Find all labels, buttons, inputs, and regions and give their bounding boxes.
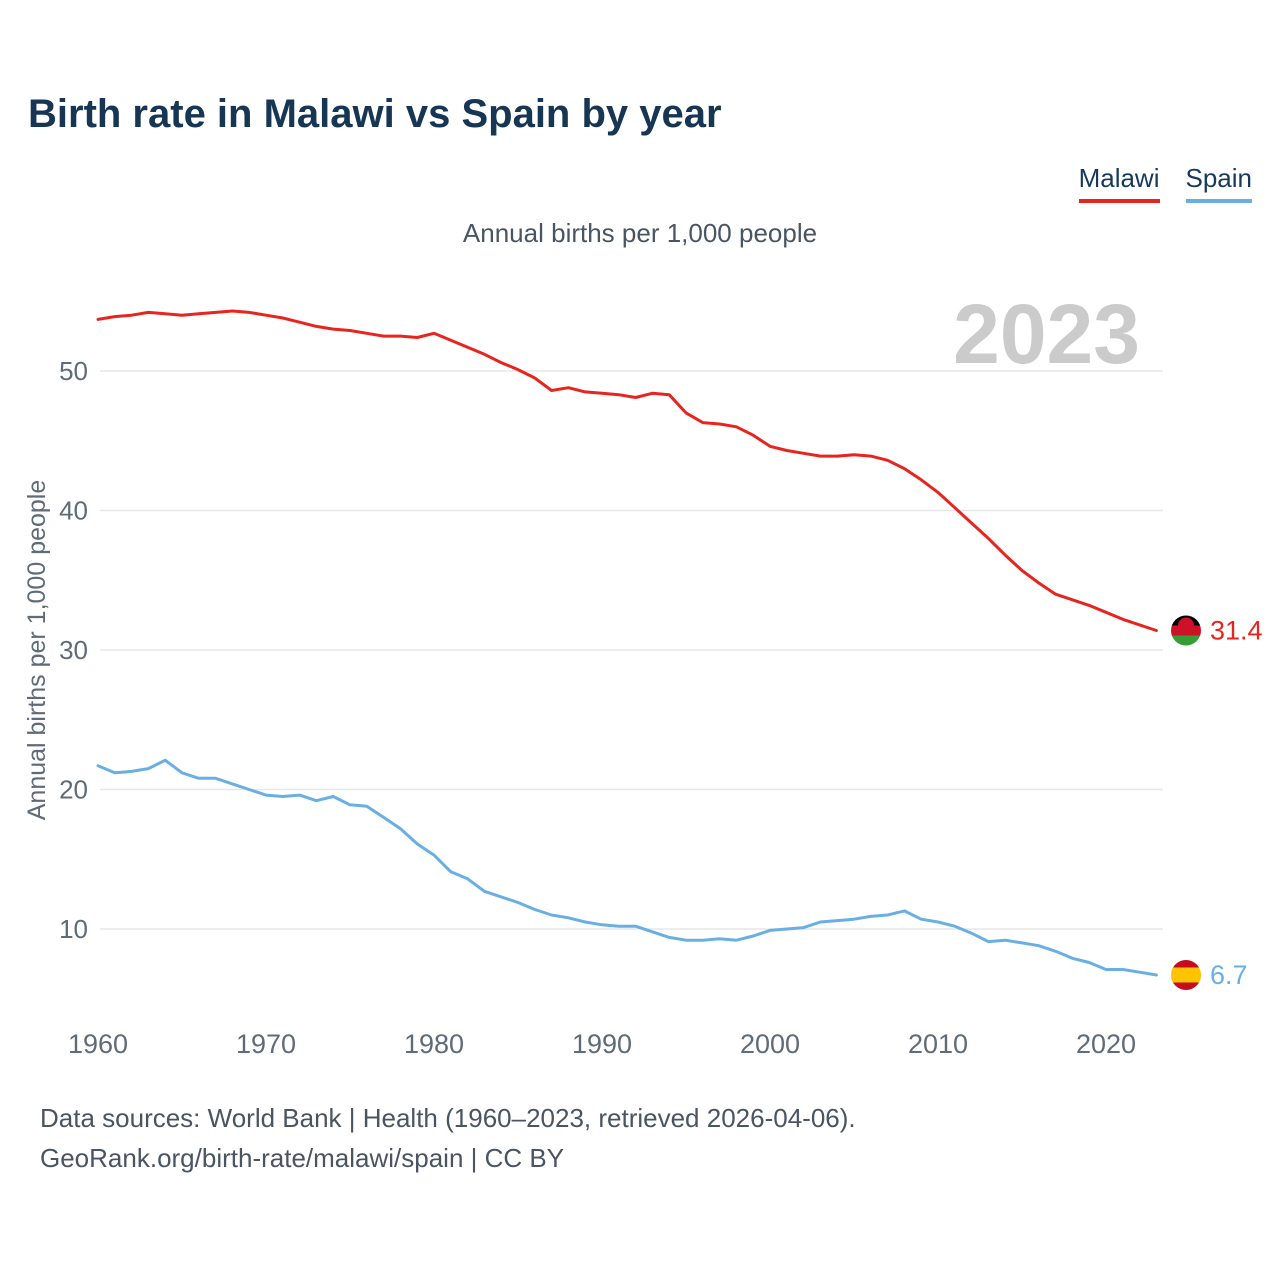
- legend: Malawi Spain: [1078, 163, 1252, 203]
- malawi-end-value-label: 31.4: [1210, 616, 1263, 646]
- legend-item-malawi[interactable]: Malawi: [1078, 163, 1160, 203]
- malawi-flag-marker[interactable]: [1171, 615, 1201, 646]
- legend-item-spain[interactable]: Spain: [1185, 163, 1252, 203]
- year-watermark: 2023: [953, 287, 1140, 381]
- y-tick-label: 40: [59, 496, 88, 526]
- spain-flag-marker[interactable]: [1171, 960, 1201, 990]
- y-tick-label: 10: [59, 914, 88, 944]
- spain-line[interactable]: [96, 758, 1158, 977]
- x-tick-label: 2020: [1076, 1029, 1136, 1059]
- footer: Data sources: World Bank | Health (1960–…: [40, 1098, 856, 1179]
- x-tick-label: 2010: [908, 1029, 968, 1059]
- x-tick-label: 1960: [68, 1029, 128, 1059]
- y-tick-label: 20: [59, 775, 88, 805]
- x-tick-label: 1970: [236, 1029, 296, 1059]
- footer-attribution: GeoRank.org/birth-rate/malawi/spain | CC…: [40, 1143, 565, 1174]
- malawi-flag-sun: [1178, 617, 1194, 626]
- y-tick-label: 30: [59, 635, 88, 665]
- x-tick-label: 1980: [404, 1029, 464, 1059]
- x-tick-label: 2000: [740, 1029, 800, 1059]
- chart-subtitle: Annual births per 1,000 people: [462, 218, 818, 248]
- y-tick-label: 50: [59, 356, 88, 386]
- y-axis-title: Annual births per 1,000 people: [23, 480, 51, 821]
- x-tick-label: 1990: [572, 1029, 632, 1059]
- spain-end-value-label: 6.7: [1210, 960, 1248, 990]
- footer-data-sources: Data sources: World Bank | Health (1960–…: [40, 1103, 856, 1133]
- page-title: Birth rate in Malawi vs Spain by year: [28, 92, 722, 136]
- malawi-line[interactable]: [96, 309, 1158, 632]
